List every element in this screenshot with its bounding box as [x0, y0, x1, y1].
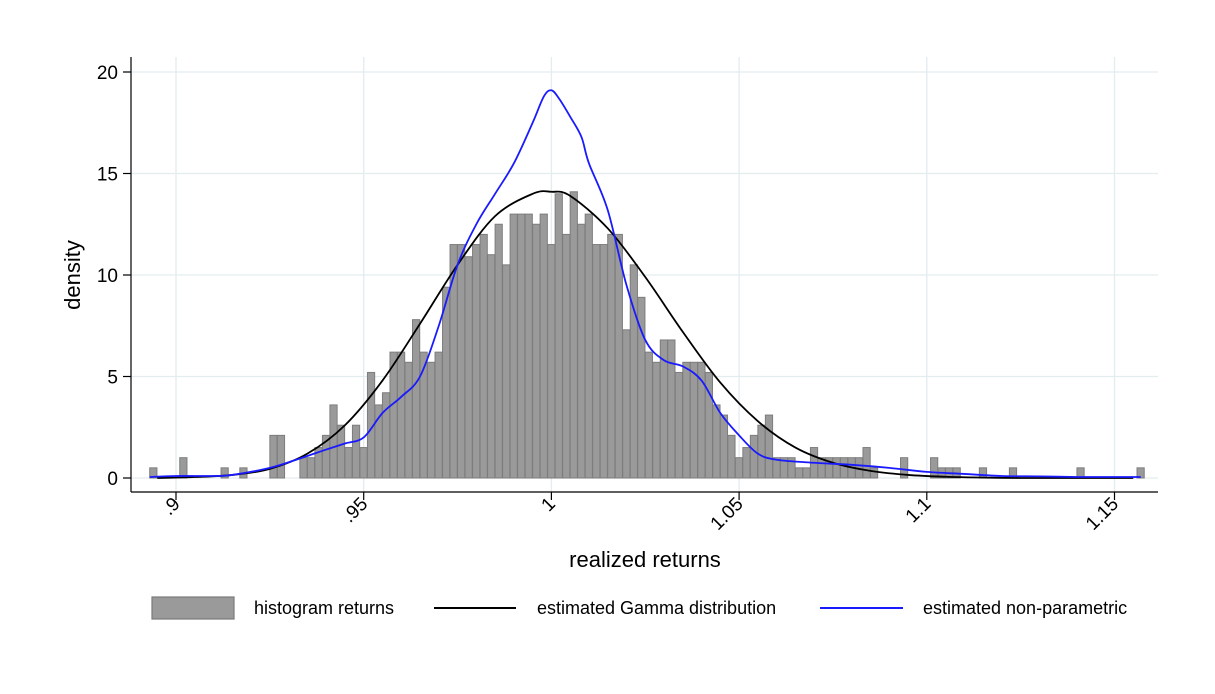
x-tick-group: .9 .95 1 1.05 1.1 1.15 — [158, 492, 1123, 535]
histogram-bar — [464, 256, 473, 479]
x-tick-label: .9 — [158, 494, 184, 520]
histogram-bar — [359, 447, 368, 479]
histogram-bar — [584, 213, 593, 479]
histogram-bar — [862, 447, 871, 479]
histogram-bar — [794, 467, 804, 479]
x-tick-label: 1.05 — [707, 494, 748, 535]
y-tick-label: 5 — [107, 368, 118, 389]
histogram-bar — [607, 233, 616, 479]
histogram-bar — [978, 467, 988, 479]
histogram-bar — [179, 457, 188, 479]
nonparametric-density-line — [149, 89, 1141, 478]
histogram-bar — [524, 213, 533, 479]
histogram-bar — [389, 351, 398, 479]
y-tick-label: 0 — [107, 469, 118, 490]
histogram-bar — [547, 244, 556, 479]
histogram-bars — [149, 191, 1145, 479]
histogram-bar — [479, 233, 488, 479]
histogram-bar — [449, 244, 458, 479]
histogram-bar — [502, 264, 511, 479]
histogram-bar — [644, 351, 653, 479]
histogram-bar — [599, 244, 608, 479]
histogram-bar — [667, 339, 676, 479]
histogram-bar — [427, 361, 436, 479]
histogram-bar — [757, 424, 766, 479]
histogram-bar — [719, 414, 729, 479]
histogram-bar — [629, 264, 638, 479]
histogram-bar — [622, 329, 631, 479]
histogram-bar — [269, 434, 278, 479]
histogram-bar — [554, 193, 563, 479]
histogram-bar — [577, 223, 586, 479]
histogram-bar — [727, 434, 736, 479]
histogram-bar — [749, 434, 759, 479]
histogram-bar — [306, 457, 316, 479]
histogram-bar — [674, 371, 683, 479]
histogram-bar — [336, 424, 346, 479]
histogram-bar — [900, 457, 909, 479]
y-tick-label: 20 — [97, 63, 118, 84]
histogram-bar — [329, 404, 338, 479]
y-tick-label: 15 — [97, 165, 118, 186]
histogram-bar — [839, 457, 849, 479]
y-tick-label: 10 — [97, 266, 118, 287]
x-tick-label: .95 — [339, 494, 373, 528]
histogram-bar — [734, 457, 744, 479]
histogram-bar — [276, 434, 286, 479]
histogram-bar — [652, 361, 661, 479]
histogram-bar — [494, 223, 503, 479]
histogram-bar — [742, 447, 751, 479]
histogram-bar — [220, 467, 229, 479]
legend-label-histogram: histogram returns — [254, 598, 394, 618]
histogram-bar — [404, 361, 413, 479]
histogram-bar — [930, 457, 939, 479]
legend: histogram returns estimated Gamma distri… — [151, 596, 1127, 620]
histogram-bar — [832, 457, 841, 479]
histogram-bar — [539, 213, 548, 479]
histogram-bar — [562, 233, 571, 479]
histogram-bar — [442, 286, 451, 479]
histogram-bar — [472, 244, 481, 479]
histogram-bar — [614, 233, 623, 479]
histogram-bar — [381, 392, 391, 479]
histogram-bar — [457, 244, 466, 479]
histogram-bar — [396, 351, 406, 479]
histogram-bar — [487, 254, 496, 479]
histogram-bar — [764, 414, 774, 479]
histogram-bar — [509, 213, 518, 479]
histogram-bar — [412, 319, 421, 479]
x-tick-label: 1 — [538, 494, 560, 516]
x-axis-title: realized returns — [569, 547, 721, 572]
legend-label-nonparametric: estimated non-parametric — [923, 598, 1127, 618]
histogram-bar — [569, 191, 578, 479]
histogram-bar — [712, 404, 721, 479]
histogram-bar — [682, 361, 691, 479]
x-tick-label: 1.15 — [1082, 494, 1123, 535]
y-tick-group: 0 5 10 15 20 — [97, 63, 131, 490]
histogram-bar — [532, 223, 541, 479]
legend-label-gamma: estimated Gamma distribution — [537, 598, 776, 618]
x-tick-label: 1.1 — [902, 494, 936, 528]
gamma-density-line — [157, 190, 1134, 479]
histogram-bar — [592, 244, 601, 479]
histogram-bar — [419, 351, 428, 479]
histogram-bar — [299, 457, 308, 479]
density-curves — [149, 89, 1141, 479]
histogram-bar — [689, 361, 699, 479]
y-axis-title: density — [60, 240, 85, 310]
histogram-bar — [517, 213, 526, 479]
histogram-bar — [149, 467, 158, 479]
histogram-bar — [351, 424, 361, 479]
histogram-bar — [802, 467, 811, 479]
histogram-bar — [344, 447, 353, 479]
histogram-bar — [434, 351, 443, 479]
histogram-bar — [1136, 467, 1145, 479]
histogram-bar — [869, 467, 879, 479]
legend-swatch-histogram — [151, 596, 235, 620]
